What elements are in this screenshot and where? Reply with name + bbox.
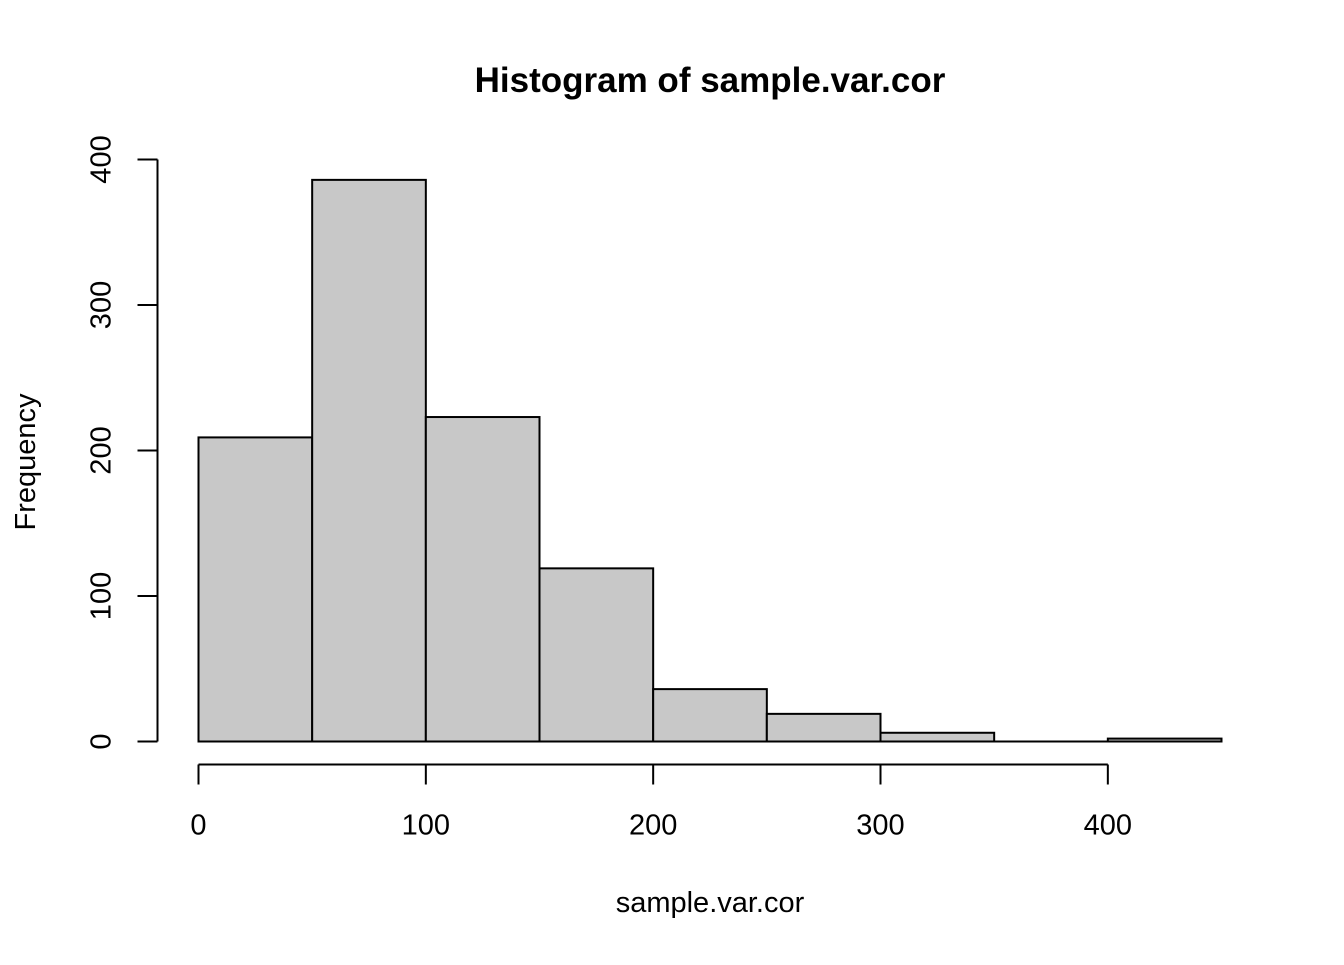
histogram-bar-3 xyxy=(424,416,541,743)
x-tick-label-2: 100 xyxy=(402,810,450,842)
chart-title: Histogram of sample.var.cor xyxy=(475,61,946,100)
x-tick-label-4: 300 xyxy=(856,810,904,842)
y-tick-label-3: 200 xyxy=(86,426,118,474)
y-axis: 0 100 200 300 400 xyxy=(86,135,159,750)
bars-layer xyxy=(197,178,1223,743)
histogram-bar-9 xyxy=(1106,737,1223,743)
y-tick-label-5: 400 xyxy=(86,135,118,183)
histogram-bar-1 xyxy=(197,436,314,743)
y-tick-label-4: 300 xyxy=(86,281,118,329)
x-tick-label-3: 200 xyxy=(629,810,677,842)
x-axis-label: sample.var.cor xyxy=(616,887,805,919)
x-tick-label-5: 400 xyxy=(1084,810,1132,842)
y-tick-label-2: 100 xyxy=(86,572,118,620)
histogram-bar-5 xyxy=(652,688,768,743)
x-axis: 0 100 200 300 400 xyxy=(190,763,1132,842)
histogram-bar-4 xyxy=(538,567,655,743)
histogram-bar-7 xyxy=(879,731,996,743)
y-tick-label-1: 0 xyxy=(86,733,118,749)
y-axis-label: Frequency xyxy=(10,393,42,531)
histogram-bar-2 xyxy=(311,178,427,743)
x-tick-label-1: 0 xyxy=(190,810,206,842)
histogram-bar-6 xyxy=(765,712,882,743)
